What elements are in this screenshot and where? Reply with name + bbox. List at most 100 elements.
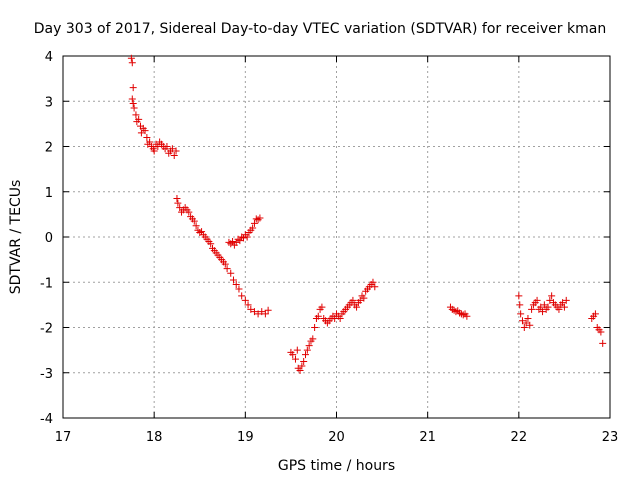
y-tick-label: 3 — [45, 95, 53, 110]
data-point — [369, 278, 377, 286]
data-point — [524, 314, 532, 322]
y-axis-label: SDTVAR / TECUs — [8, 180, 24, 295]
y-tick-label: 4 — [45, 50, 53, 65]
data-point — [249, 224, 257, 232]
data-point — [244, 301, 252, 309]
x-tick-label: 21 — [419, 430, 436, 445]
data-point — [254, 216, 262, 224]
y-tick-label: 1 — [45, 186, 53, 201]
data-point — [170, 152, 178, 160]
data-point — [250, 308, 258, 316]
data-point — [223, 265, 231, 273]
x-tick-label: 20 — [328, 430, 345, 445]
data-point — [227, 269, 235, 277]
data-point — [264, 306, 272, 314]
data-point — [303, 346, 311, 354]
data-point — [463, 312, 471, 320]
data-point — [185, 208, 193, 216]
data-point — [296, 366, 304, 374]
data-point — [163, 143, 171, 150]
data-point — [143, 133, 151, 141]
data-point — [225, 238, 233, 246]
data-point — [371, 283, 379, 291]
data-point — [599, 339, 607, 347]
data-point — [309, 335, 317, 343]
y-tick-label: 0 — [45, 231, 53, 246]
data-point — [544, 303, 552, 311]
data-point — [127, 54, 135, 62]
data-point — [172, 147, 180, 155]
y-tick-label: -1 — [40, 276, 53, 291]
chart-title: Day 303 of 2017, Sidereal Day-to-day VTE… — [34, 21, 606, 37]
x-tick-label: 17 — [55, 430, 72, 445]
data-point — [548, 292, 556, 300]
data-point — [305, 342, 313, 350]
data-point — [229, 238, 237, 246]
data-point — [516, 301, 524, 309]
data-point — [250, 219, 258, 227]
y-tick-label: -4 — [40, 412, 53, 427]
data-point — [555, 305, 563, 313]
data-point — [254, 310, 262, 318]
data-point — [459, 311, 467, 319]
data-point — [141, 127, 149, 135]
data-point — [597, 328, 605, 336]
data-point — [291, 355, 299, 363]
data-point — [146, 138, 154, 146]
y-tick-label: -2 — [40, 322, 53, 337]
data-point — [356, 296, 364, 304]
data-point — [360, 294, 368, 302]
data-point — [168, 145, 176, 153]
data-point — [314, 312, 322, 320]
data-point — [232, 238, 240, 246]
data-point — [252, 215, 260, 223]
data-point — [198, 228, 206, 236]
y-tick-label: 2 — [45, 141, 53, 156]
data-point — [192, 222, 200, 230]
data-point — [236, 237, 244, 245]
data-point — [150, 147, 158, 155]
data-point — [591, 310, 599, 318]
data-point — [238, 292, 246, 300]
data-point — [232, 281, 240, 289]
data-point — [196, 228, 204, 236]
data-point — [130, 104, 138, 112]
data-point — [546, 296, 554, 304]
data-point — [562, 296, 570, 304]
data-point — [517, 310, 525, 318]
data-point — [190, 217, 198, 225]
data-point — [537, 303, 545, 311]
data-point — [241, 296, 249, 304]
data-point — [258, 308, 266, 316]
data-point — [539, 308, 547, 316]
data-point — [207, 240, 215, 248]
data-point — [456, 309, 464, 317]
x-tick-label: 18 — [146, 430, 163, 445]
data-point — [560, 303, 568, 311]
data-point — [174, 199, 182, 207]
data-point — [540, 301, 548, 309]
data-point — [129, 100, 137, 108]
data-point — [234, 235, 242, 243]
data-point — [128, 59, 136, 67]
x-axis-label: GPS time / hours — [278, 458, 395, 474]
data-point — [528, 305, 536, 313]
data-point — [256, 214, 264, 222]
data-point — [293, 346, 301, 354]
data-point — [221, 260, 229, 268]
data-point — [240, 234, 248, 242]
data-points — [127, 54, 607, 374]
data-point — [289, 351, 297, 359]
data-point — [336, 314, 344, 322]
data-point — [448, 305, 456, 313]
data-point — [298, 362, 306, 370]
data-point — [515, 292, 523, 300]
data-point — [353, 303, 361, 311]
data-point — [243, 233, 251, 241]
data-point — [520, 324, 528, 331]
x-tick-label: 22 — [511, 430, 528, 445]
data-point — [135, 115, 143, 123]
data-point — [526, 321, 534, 329]
data-point — [229, 276, 237, 284]
